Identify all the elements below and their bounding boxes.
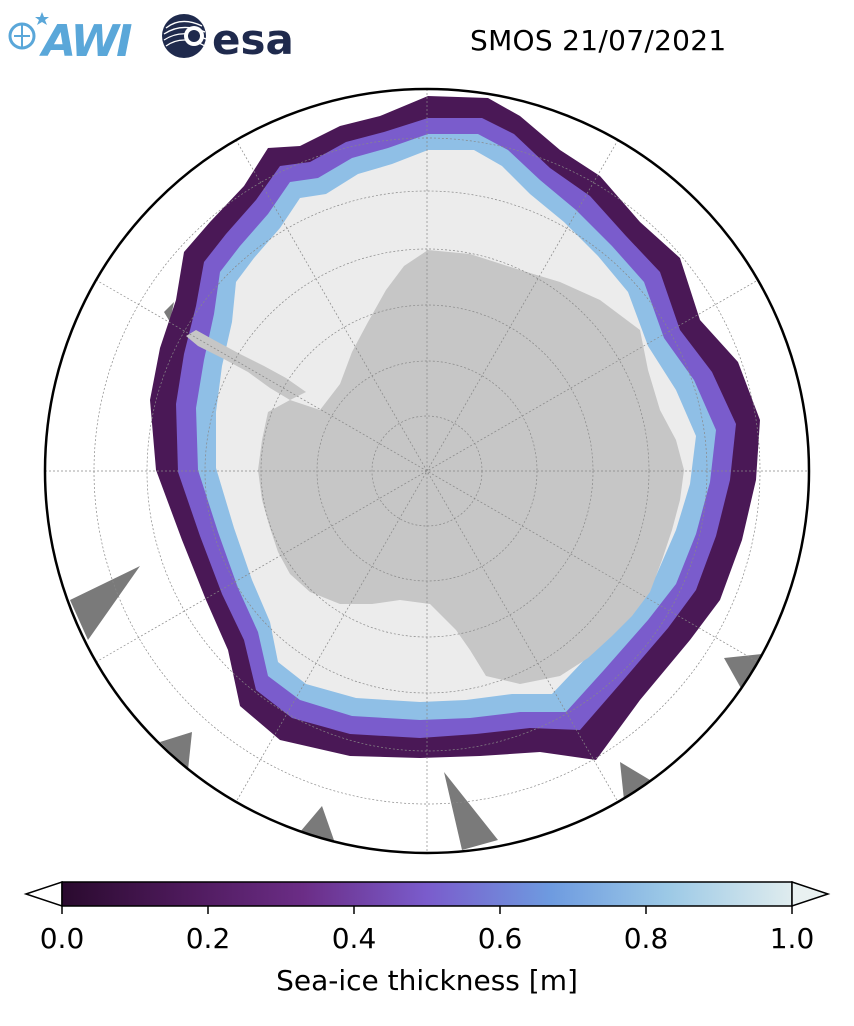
colorbar-tick-label: 0.2 (185, 922, 231, 955)
graticule (45, 89, 809, 853)
colorbar-tick-label: 0.8 (623, 922, 669, 955)
esa-logo-text: esa (212, 15, 294, 62)
colorbar-tick-label: 1.0 (769, 922, 815, 955)
logos: AWI esa (8, 12, 294, 62)
colorbar-tick-label: 0.0 (39, 922, 85, 955)
colorbar-extend-high (791, 880, 831, 908)
colorbar-tick-marks (61, 906, 793, 914)
esa-logo: esa (162, 14, 294, 62)
colorbar-extend-low (23, 880, 63, 908)
awi-logo-text: AWI (39, 16, 132, 62)
colorbar-label: Sea-ice thickness [m] (276, 964, 578, 997)
colorbar-tick-label: 0.6 (477, 922, 523, 955)
awi-logo: AWI (8, 12, 135, 62)
colorbar-gradient (61, 881, 793, 907)
antarctic-peninsula (186, 330, 306, 400)
no-data-regions (70, 302, 762, 850)
map-boundary (43, 87, 811, 855)
antarctica-landmass (258, 250, 684, 684)
colorbar (23, 880, 831, 914)
sea-ice-map (43, 87, 811, 855)
colorbar-tick-label: 0.4 (331, 922, 377, 955)
map-title: SMOS 21/07/2021 (470, 24, 727, 57)
